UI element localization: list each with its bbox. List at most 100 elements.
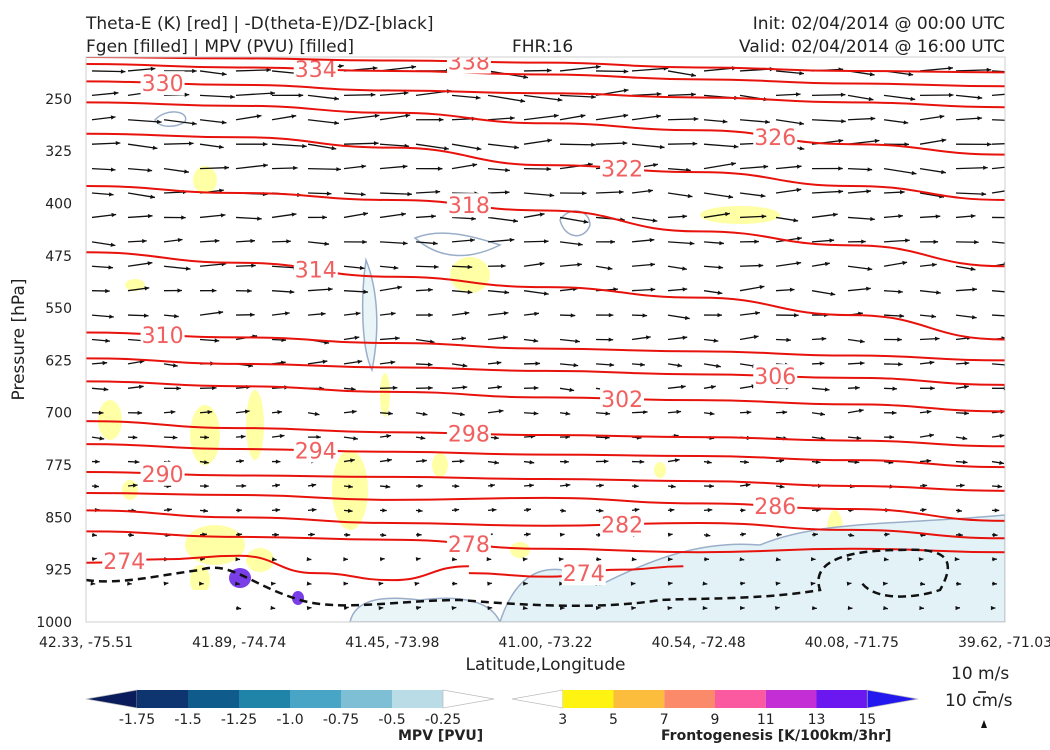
wind-arrowhead xyxy=(648,188,653,194)
wind-arrowhead xyxy=(92,532,97,537)
wind-arrowhead xyxy=(564,459,569,464)
wind-arrowhead xyxy=(334,120,339,125)
wind-arrowhead xyxy=(840,92,846,97)
wind-arrowhead xyxy=(462,363,468,368)
wind-arrowhead xyxy=(674,458,680,463)
wind-arrowhead xyxy=(132,435,138,440)
wind-arrowhead xyxy=(649,237,655,243)
wind-arrowhead xyxy=(539,212,545,217)
wind-arrowhead xyxy=(597,532,603,538)
theta-e-label: 338 xyxy=(448,51,490,76)
terrain-mask xyxy=(86,590,231,622)
wind-arrowhead xyxy=(999,460,1004,465)
wind-arrowhead xyxy=(591,94,596,100)
wind-arrowhead xyxy=(659,144,665,150)
wind-arrowhead xyxy=(820,411,825,417)
wind-arrowhead xyxy=(631,605,636,611)
wind-arrowhead xyxy=(577,242,583,247)
wind-arrowhead xyxy=(98,410,104,415)
wind-arrowhead xyxy=(534,311,539,316)
theta-e-label: 274 xyxy=(563,562,605,587)
wind-arrowhead xyxy=(429,339,435,344)
wind-arrowhead xyxy=(522,605,528,611)
wind-arrowhead xyxy=(471,216,476,221)
wind-arrowhead xyxy=(438,117,444,122)
wind-arrow xyxy=(487,143,519,149)
wind-arrowhead xyxy=(286,239,291,244)
wind-arrowhead xyxy=(710,384,716,390)
wind-arrowhead xyxy=(645,335,651,340)
y-tick-label: 475 xyxy=(45,249,72,265)
wind-arrowhead xyxy=(603,459,609,464)
wind-arrowhead xyxy=(874,138,880,144)
wind-arrowhead xyxy=(882,581,888,586)
wind-arrowhead xyxy=(799,121,804,126)
wind-arrowhead xyxy=(461,336,467,341)
wind-arrowhead xyxy=(623,69,629,74)
wind-arrowhead xyxy=(420,435,426,440)
theta-e-line xyxy=(86,251,1005,341)
x-tick-label: 41.45, -73.98 xyxy=(345,635,439,651)
wind-arrowhead xyxy=(897,337,902,342)
wind-arrow xyxy=(991,166,1005,170)
theta-e-label-bg xyxy=(753,494,798,519)
wind-arrowhead xyxy=(120,69,126,74)
wind-arrowhead xyxy=(892,386,898,391)
theta-e-line xyxy=(86,101,1005,156)
theta-e-label: 274 xyxy=(103,550,145,575)
wind-arrowhead xyxy=(964,411,969,416)
wind-arrowhead xyxy=(607,266,613,271)
wind-arrowhead xyxy=(595,605,601,611)
theta-e-line xyxy=(86,62,1005,88)
y-tick-label: 1000 xyxy=(36,615,72,631)
wind-arrowhead xyxy=(111,212,117,218)
wind-arrowhead xyxy=(395,336,400,341)
wind-arrow xyxy=(631,67,669,72)
wind-arrowhead xyxy=(904,142,910,147)
wind-arrowhead xyxy=(496,360,502,366)
wind-arrow xyxy=(991,241,1005,244)
wind-arrowhead xyxy=(390,360,396,365)
wind-arrowhead xyxy=(677,363,683,368)
wind-arrowhead xyxy=(954,557,960,562)
wind-arrowhead xyxy=(138,384,144,390)
wind-arrowhead xyxy=(298,93,304,98)
wind-arrowhead xyxy=(739,557,745,562)
wind-arrowhead xyxy=(987,142,992,147)
wind-arrowhead xyxy=(755,311,760,316)
wind-arrowhead xyxy=(90,581,96,586)
wind-arrowhead xyxy=(211,288,217,293)
wind-arrowhead xyxy=(431,214,436,219)
wind-arrowhead xyxy=(992,532,998,538)
wind-arrowhead xyxy=(605,411,611,416)
wind-arrowhead xyxy=(870,116,876,121)
wind-arrowhead xyxy=(509,237,515,243)
theta-e-line xyxy=(86,530,1005,554)
wind-arrowhead xyxy=(971,315,977,320)
wind-arrowhead xyxy=(411,65,417,70)
wind-arrowhead xyxy=(810,581,816,586)
fgen-patch xyxy=(193,166,217,194)
theta-e-label-bg xyxy=(293,57,338,82)
wind-arrowhead xyxy=(642,410,648,415)
wind-arrowhead xyxy=(867,266,873,271)
theta-e-label-bg xyxy=(140,322,185,347)
colorbar-tick-label: -1.25 xyxy=(221,712,257,728)
wind-arrowhead xyxy=(821,336,827,341)
wind-arrowhead xyxy=(486,557,492,562)
wind-arrowhead xyxy=(999,433,1005,439)
wind-arrowhead xyxy=(992,581,998,586)
wind-arrowhead xyxy=(172,363,178,368)
wind-arrowhead xyxy=(498,409,504,414)
title-line-2: Fgen [filled] | MPV (PVU) [filled] xyxy=(86,37,355,57)
theta-e-label: 322 xyxy=(601,158,643,183)
wind-arrowhead xyxy=(619,189,624,195)
wind-arrowhead xyxy=(682,335,688,340)
wind-arrow xyxy=(595,70,629,73)
wind-arrowhead xyxy=(760,193,766,198)
wind-arrow xyxy=(595,142,628,145)
wind-arrowhead xyxy=(667,532,673,537)
wind-arrowhead xyxy=(326,191,332,196)
wind-arrowhead xyxy=(693,116,699,122)
theta-e-label-bg xyxy=(753,125,798,150)
